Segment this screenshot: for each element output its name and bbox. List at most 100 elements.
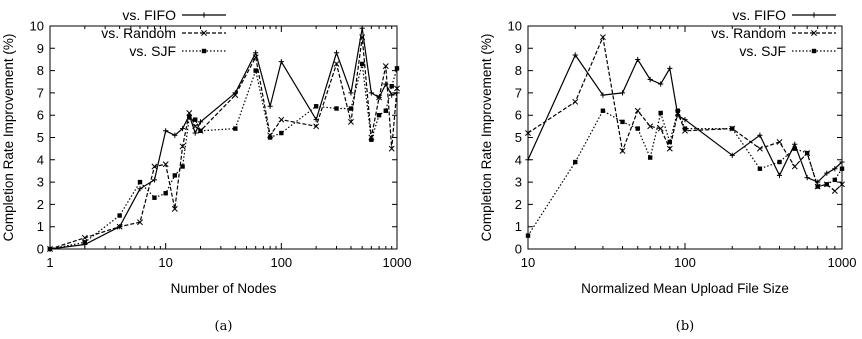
chart-1-y-tick-label: 9 [515,41,522,56]
chart-0-vs-random-point [151,163,158,170]
chart-1-vs-fifo-point [667,65,673,71]
chart-1-vs-fifo-point [635,56,641,63]
chart-1-vs-random-line [527,35,843,192]
chart-1-x-axis-label: Normalized Mean Upload File Size [581,281,789,296]
chart-0-vs-fifo-line [49,28,398,250]
chart-1-vs-sjf-point [824,182,829,187]
chart-0-vs-fifo-point [192,130,198,136]
chart-1-vs-fifo-point [682,117,688,123]
chart-1-vs-random-point [599,34,606,41]
chart-1-plot-frame [527,25,843,250]
chart-1-legend-label-vs-sjf: vs. SJF [739,43,786,59]
chart-0-vs-random-point [252,54,259,61]
chart-1-vs-sjf-point [730,126,735,131]
chart-1-vs-sjf-point [620,119,625,125]
chart-1-vs-sjf-point [600,108,606,113]
chart-0-vs-sjf-point [82,240,88,245]
chart-0-x-tick-label: 10 [158,255,172,270]
chart-1-y-tick-label: 6 [515,108,522,123]
chart-0-vs-fifo-point [137,186,143,192]
chart-1-vs-fifo-point [600,92,606,98]
chart-1-vs-sjf-point [525,233,531,238]
chart-1-vs-sjf-point [815,184,820,189]
chart-0-vs-fifo-point [172,132,178,138]
chart-0-y-tick-label: 3 [37,175,44,190]
chart-1-vs-random-point [657,125,664,132]
chart-0-vs-random-point [388,145,395,152]
chart-0-plot-frame [49,25,398,250]
chart-0-vs-random-point [116,223,123,230]
chart-1-vs-random-point [634,107,641,114]
chart-1-vs-sjf-point [839,166,845,171]
chart-1-vs-random-point [572,98,579,105]
chart-1-vs-random-point [756,145,763,152]
chart-1-x-tick-label: 10 [521,255,535,270]
chart-0-series-vs-random [47,34,400,252]
chart-0-vs-fifo-point [151,177,158,183]
chart-1-y-tick-label: 1 [515,219,522,234]
chart-0-vs-sjf-point [137,179,143,185]
chart-0-legend-marker-vs-random [201,30,207,36]
chart-0-vs-random-point [313,123,320,130]
chart-0-vs-fifo-point [348,90,354,96]
chart-0-legend-marker-vs-sjf [201,48,207,54]
chart-0-x-axis-label: Number of Nodes [171,281,277,296]
chart-1-x-tick-label: 1000 [828,255,857,270]
chart-0-vs-sjf-point [198,128,203,134]
chart-0-vs-random-point [382,63,389,70]
chart-1-vs-fifo-point [804,175,810,181]
chart-0-vs-sjf-point [313,104,319,109]
chart-0-vs-sjf-point [267,135,273,140]
chart-1-vs-sjf-point [757,166,763,171]
chart-1-series-vs-sjf [525,108,845,238]
chart-0-vs-sjf-point [172,173,178,178]
chart-0-vs-sjf-point [253,68,258,73]
chart-0-vs-sjf-line [49,63,398,250]
chart-0-y-tick-label: 9 [37,41,44,56]
chart-0-y-tick-label: 5 [37,130,44,145]
chart-1-vs-fifo-point [792,141,798,147]
chart-1-vs-sjf-point [832,177,838,183]
chart-0-y-tick-label: 2 [37,197,44,212]
chart-0-vs-sjf-point [369,137,374,142]
chart-0-legend-label-vs-random: vs. Random [101,25,176,41]
chart-0-vs-sjf-point [117,213,122,218]
chart-0-y-tick-label: 1 [37,219,44,234]
chart-1-vs-sjf-point [573,159,578,165]
chart-0-caption: (a) [215,319,233,334]
chart-0-x-tick-label: 1000 [383,255,412,270]
chart-0-x-tick-label: 100 [270,255,292,270]
chart-0-vs-random-point [162,161,169,168]
chart-1-y-tick-label: 3 [515,175,522,190]
chart-1-vs-sjf-point [682,126,688,131]
chart-0-series-vs-sjf [47,61,400,252]
chart-0-legend-marker-vs-fifo [201,12,207,18]
chart-1-vs-fifo-point [658,81,664,87]
chart-0-vs-fifo-point [278,59,284,65]
chart-1-vs-random-point [776,139,783,145]
chart-1-series-vs-fifo [525,52,845,185]
chart-1-vs-random-point [839,181,845,188]
chart-1-vs-sjf-point [635,126,640,131]
chart-b: 0 1 2 3 4 5 6 7 8 9 10 10 100 1000 Normalized Mean Upl… [479,7,856,334]
chart-0-vs-sjf-point [279,130,284,136]
chart-1-vs-fifo-point [729,152,735,158]
chart-1-vs-sjf-point [675,108,681,113]
chart-0-vs-random-point [359,34,366,41]
chart-1-legend-label-vs-random: vs. Random [711,25,786,41]
chart-0-legend-label-vs-fifo: vs. FIFO [122,7,176,23]
chart-0-vs-sjf-point [394,66,400,71]
chart-0-vs-fifo-point [359,25,365,31]
chart-1-legend-marker-vs-random [811,30,817,36]
chart-0-vs-fifo-point [253,50,259,56]
chart-1-vs-sjf-point [658,110,663,116]
chart-0-vs-fifo-point [163,128,169,134]
chart-0-vs-sjf-point [348,106,354,111]
chart-0-vs-sjf-point [334,106,339,111]
chart-0-vs-sjf-point [383,108,388,113]
chart-1-vs-sjf-point [647,155,653,160]
chart-1-vs-random-point [666,145,673,152]
chart-1-y-tick-label: 8 [515,63,522,78]
